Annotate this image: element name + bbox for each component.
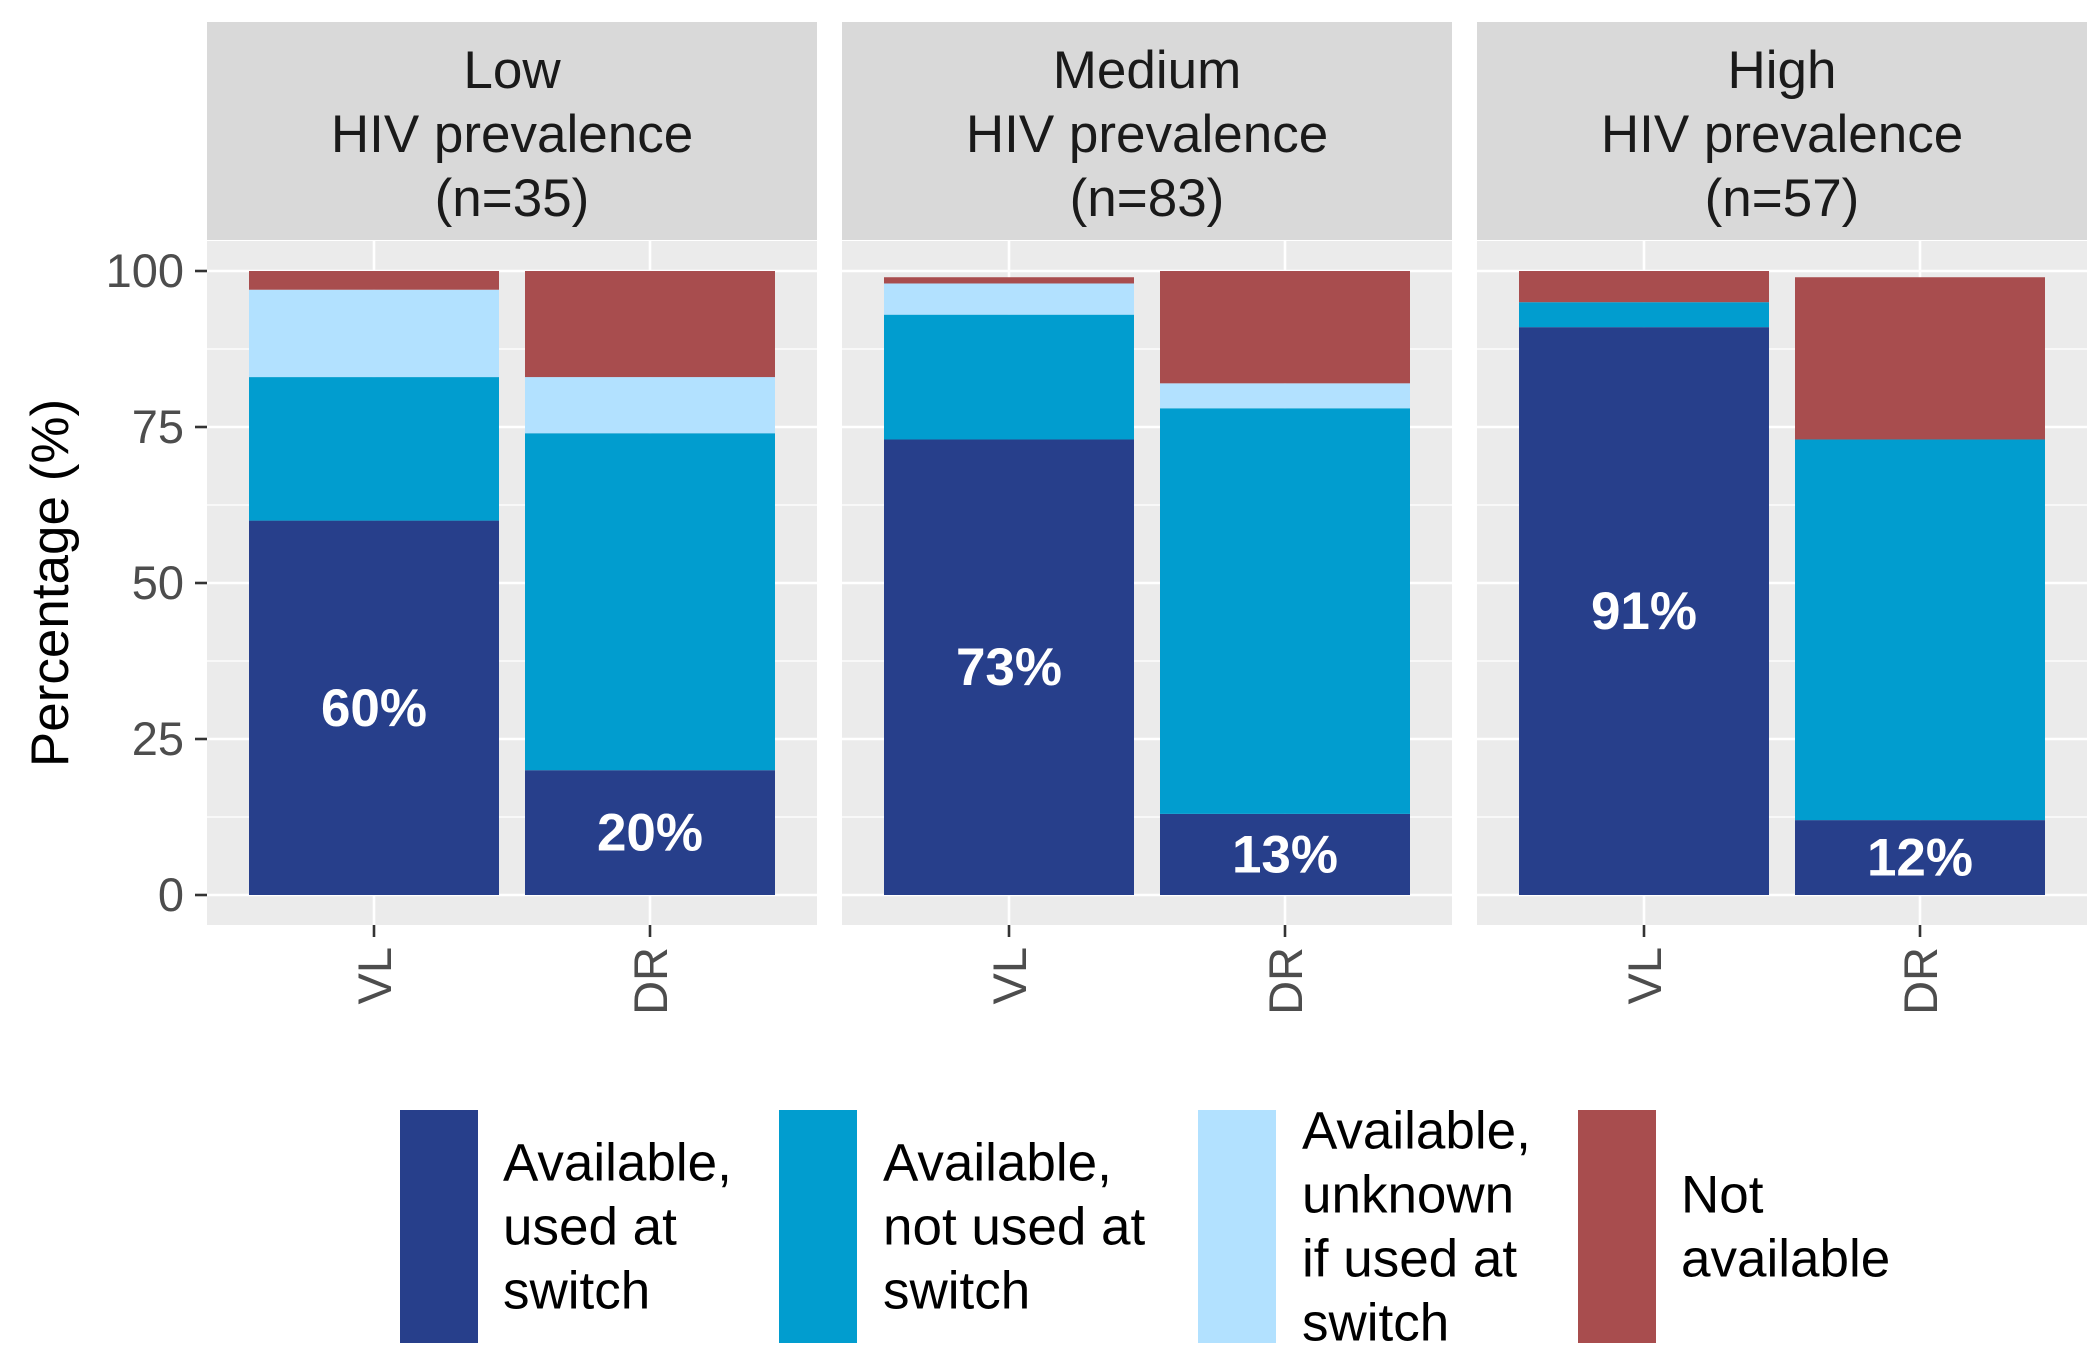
y-tick-label: 25 [132,712,184,765]
bar-segment-vl-used [249,520,499,895]
legend-key [400,1110,478,1343]
y-tick-label: 50 [132,556,184,609]
legend-label-line: not used at [883,1198,1146,1257]
bar-value-label: 73% [956,638,1062,697]
legend-label-line: available [1681,1230,1890,1289]
bar-segment-dr-not-used [1160,408,1410,814]
facet-title-line: HIV prevalence [966,105,1328,164]
bar-value-label: 60% [321,679,427,738]
bar-value-label: 20% [597,804,703,863]
bar-segment-dr-not-available [1160,271,1410,384]
x-tick-label: DR [624,947,677,1015]
facet-title-line: (n=83) [1070,169,1225,228]
y-axis-title: Percentage (%) [21,399,80,767]
facet-title-line: Low [463,41,561,100]
legend-label-line: used at [503,1198,677,1257]
legend-key [1578,1110,1656,1343]
y-tick-label: 75 [132,400,184,453]
bar-segment-vl-not-used [1519,302,1769,328]
bar-segment-vl-not-available [1519,271,1769,303]
legend-label-line: if used at [1302,1230,1517,1289]
facet-strip [842,22,1452,240]
legend-label-line: switch [883,1262,1030,1321]
facet-strip [1477,22,2087,240]
facet-title-line: HIV prevalence [1601,105,1963,164]
bar-segment-dr-used [525,770,775,895]
bar-segment-dr-used [1795,820,2045,895]
x-tick-label: VL [983,947,1036,1005]
bar-segment-dr-unknown [1160,383,1410,409]
x-tick-label: VL [1618,947,1671,1005]
bar-segment-dr-not-used [525,433,775,771]
legend-label-line: Available, [503,1134,732,1193]
legend-key [779,1110,857,1343]
bar-segment-vl-not-used [249,377,499,521]
x-tick-label: DR [1894,947,1947,1015]
bar-segment-vl-not-used [884,314,1134,440]
bar-segment-dr-used [1160,813,1410,895]
bar-segment-dr-not-available [525,271,775,378]
bar-segment-vl-unknown [249,289,499,378]
facet-title-line: (n=35) [435,169,590,228]
x-tick-label: DR [1259,947,1312,1015]
facet-title-line: Medium [1053,41,1242,100]
bar-segment-dr-not-available [1795,277,2045,440]
bar-value-label: 91% [1591,582,1697,641]
y-tick-label: 0 [158,868,184,921]
legend-label-line: switch [1302,1294,1449,1351]
legend-label-line: switch [503,1262,650,1321]
legend-label-line: Available, [1302,1102,1531,1161]
bar-segment-vl-not-available [884,277,1134,284]
bar-value-label: 12% [1867,829,1973,888]
bar-segment-dr-unknown [525,377,775,434]
bar-segment-vl-unknown [884,283,1134,315]
bar-value-label: 13% [1232,825,1338,884]
y-tick-label: 100 [106,244,184,297]
legend-label-line: Available, [883,1134,1112,1193]
bar-segment-dr-not-used [1795,439,2045,821]
bar-segment-vl-used [1519,327,1769,895]
legend-key [1198,1110,1276,1343]
legend-label-line: Not [1681,1166,1764,1225]
facet-strip [207,22,817,240]
facet-title-line: HIV prevalence [331,105,693,164]
bar-segment-vl-used [884,439,1134,895]
legend-label-line: unknown [1302,1166,1514,1225]
facet-title-line: (n=57) [1705,169,1860,228]
bar-segment-vl-not-available [249,271,499,290]
y-axis: 0 25 50 75 100 Percentage (%) [21,244,207,921]
x-tick-label: VL [348,947,401,1005]
facet-title-line: High [1727,41,1836,100]
